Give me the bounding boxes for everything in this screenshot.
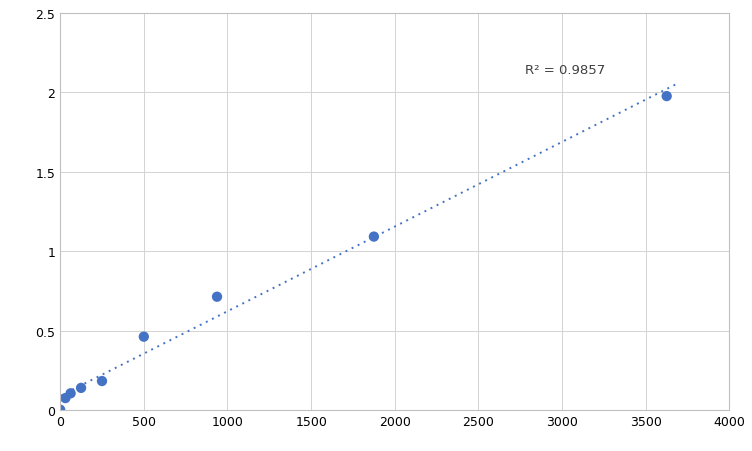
Point xyxy=(661,93,673,101)
Point xyxy=(368,234,380,241)
Point xyxy=(138,333,150,341)
Point xyxy=(54,406,66,414)
Point xyxy=(59,395,71,402)
Point xyxy=(96,377,108,385)
Point xyxy=(75,384,87,391)
Point xyxy=(211,294,223,301)
Point xyxy=(65,390,77,397)
Text: R² = 0.9857: R² = 0.9857 xyxy=(526,64,605,77)
